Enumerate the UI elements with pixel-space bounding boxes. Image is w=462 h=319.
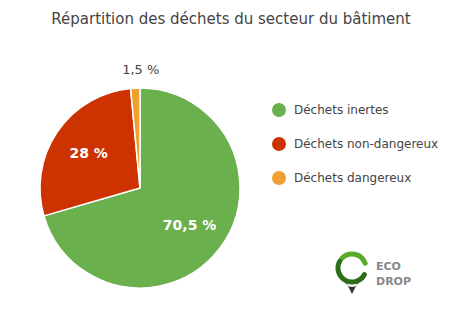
logo-drop xyxy=(345,280,359,294)
chart: Répartition des déchets du secteur du bâ… xyxy=(0,0,462,319)
legend-swatch xyxy=(272,171,286,185)
legend-swatch xyxy=(272,137,286,151)
slice xyxy=(40,88,140,215)
logo xyxy=(338,254,365,294)
pie xyxy=(40,88,240,288)
data-labels: 70,5 % 28 % 1,5 % xyxy=(70,62,217,233)
legend-entry: Déchets non-dangereux xyxy=(294,137,438,151)
slice xyxy=(131,88,140,188)
logo-arc xyxy=(342,254,365,263)
legend-swatch xyxy=(272,103,286,117)
legend: Déchets inertes Déchets non-dangereux Déch… xyxy=(272,103,438,185)
annotation: DROP xyxy=(376,275,411,288)
data-label: 70,5 % xyxy=(163,217,216,233)
legend-entry: Déchets inertes xyxy=(294,103,389,117)
title: Répartition des déchets du secteur du bâ… xyxy=(51,10,410,28)
legend-entry: Déchets dangereux xyxy=(294,171,411,185)
data-label: 1,5 % xyxy=(122,62,159,77)
annotation: ECO xyxy=(376,260,401,273)
data-label: 28 % xyxy=(70,145,108,161)
logo-arc xyxy=(338,261,364,282)
